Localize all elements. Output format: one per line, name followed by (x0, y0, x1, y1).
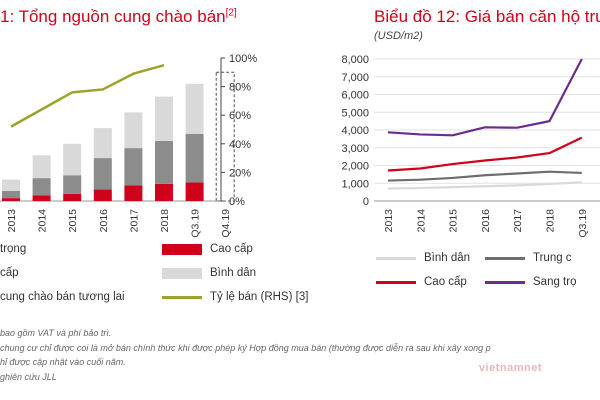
legend-ref: [3] (295, 291, 309, 303)
bar-segment-2015 (63, 193, 82, 201)
left-chart-title-text: 1: Tổng nguồn cung chào bán (0, 7, 226, 26)
y-tick-label: 4,000 (341, 125, 369, 137)
legend-swatch (162, 243, 202, 255)
legend-left-ty-le: Tỷ lệ bán (RHS) [3] (162, 291, 308, 303)
x-tick-label: 2016 (98, 209, 110, 233)
right-chart-unit: (USD/m2) (374, 30, 423, 42)
x-tick-label: 2016 (480, 209, 492, 233)
footnote-1: bao gồm VAT và phí bảo trì. (0, 328, 112, 338)
line-sang-trọng (387, 58, 583, 137)
left-chart-title: 1: Tổng nguồn cung chào bán[2] (0, 7, 237, 27)
legend-right-sang-trong: Sang trọ (485, 276, 576, 288)
legend-right-trung-cap: Trung c (485, 252, 572, 264)
x-tick-label: Q4.19 (220, 209, 232, 238)
bar-segment-2017 (124, 185, 143, 201)
bar-segment-2014 (32, 195, 51, 201)
legend-label: Bình dân (210, 267, 257, 279)
legend-right-cao-cap: Cao cấp (376, 276, 467, 288)
bar-segment-2016 (93, 128, 112, 159)
bar-segment-2013 (2, 198, 20, 201)
x-tick-label: 2017 (512, 209, 524, 233)
bar-future-supply-Q4.19 (215, 71, 235, 202)
legend-right-binh-dan: Bình dân (376, 252, 470, 264)
legend-label: Bình dân (424, 252, 471, 264)
legend-label: Cao cấp (424, 276, 467, 288)
bar-segment-2016 (93, 189, 112, 201)
x-tick-label: 2013 (383, 209, 395, 233)
watermark-logo: vietnamnet (478, 362, 542, 374)
line-sales-rate (10, 63, 165, 128)
x-tick-label: 2014 (415, 209, 427, 233)
line-trung-cấp (387, 170, 582, 182)
legend-label: Tỷ lệ bán (RHS) (210, 291, 293, 303)
left-chart-title-ref: [2] (225, 7, 237, 19)
bar-segment-Q3.19 (185, 133, 204, 183)
legend-swatch (376, 280, 416, 284)
legend-swatch (376, 256, 416, 260)
bar-segment-2018 (155, 96, 173, 141)
right-axis-tick-label: 60% (229, 110, 251, 122)
right-axis-tick-label: 40% (229, 139, 251, 151)
right-axis-tick-label: 100% (229, 53, 257, 65)
y-tick-label: 5,000 (341, 107, 369, 119)
footnote-2: chung cư chỉ được coi là mở bán chính th… (0, 342, 491, 353)
footnote-4: ghiên cứu JLL (0, 371, 57, 382)
x-tick-label: 2017 (128, 209, 140, 233)
bar-segment-2015 (63, 175, 82, 194)
y-tick-label: 3,000 (341, 143, 369, 155)
y-tick-label: 0 (363, 196, 369, 208)
bar-segment-2015 (63, 143, 82, 176)
bar-segment-Q3.19 (185, 182, 204, 201)
bar-segment-2013 (2, 179, 20, 191)
y-tick-label: 7,000 (341, 72, 369, 84)
x-tick-label: 2018 (545, 209, 557, 233)
y-tick-label: 1,000 (341, 178, 369, 190)
legend-left-trung-cap: trọng (0, 243, 26, 255)
bar-segment-2017 (124, 148, 143, 186)
legend-left-binh-dan-partial: cấp (0, 267, 19, 279)
legend-label: Cao cấp (210, 243, 253, 255)
bar-segment-2018 (155, 140, 173, 184)
x-tick-label: 2018 (159, 209, 171, 233)
footnotes: bao gồm VAT và phí bảo trì. chung cư chỉ… (0, 326, 491, 384)
legend-left-cao-cap: Cao cấp (162, 243, 253, 255)
y-tick-label: 8,000 (341, 54, 369, 66)
footnote-3: hỉ được cập nhật vào cuối năm. (0, 357, 126, 367)
x-tick-label: 2015 (448, 209, 460, 233)
y-tick-label: 2,000 (341, 161, 369, 173)
bar-segment-2018 (155, 183, 173, 201)
legend-label: Trung c (533, 252, 572, 264)
bar-segment-2016 (93, 158, 112, 190)
legend-swatch (162, 295, 202, 299)
legend-label: Sang trọ (533, 276, 577, 288)
bar-segment-2017 (124, 112, 143, 149)
legend-left-tuong-lai: cung chào bán tương lai (0, 291, 125, 303)
legend-swatch (162, 267, 202, 279)
y-tick-label: 6,000 (341, 90, 369, 102)
x-tick-label: 2014 (37, 209, 49, 233)
legend-label: cấp (0, 267, 19, 279)
right-chart-title: Biểu đồ 12: Giá bán căn hộ trun (374, 7, 600, 26)
right-axis-tick-label: 20% (229, 167, 251, 179)
bar-segment-2014 (32, 155, 51, 179)
x-tick-label: Q3.19 (577, 209, 589, 238)
right-axis-tick-label: 80% (229, 82, 251, 94)
legend-swatch (485, 280, 525, 284)
line-cao-cấp (387, 136, 583, 172)
right-axis-tick-label: 0% (229, 196, 245, 208)
bar-segment-Q3.19 (185, 83, 204, 134)
legend-label: cung chào bán tương lai (0, 291, 125, 303)
line-bình-dân (387, 181, 582, 190)
bar-segment-2014 (32, 178, 51, 196)
legend-left-binh-dan: Bình dân (162, 267, 256, 279)
legend-label: trọng (0, 243, 27, 255)
x-tick-label: 2015 (67, 209, 79, 233)
legend-swatch (485, 256, 525, 260)
x-tick-label: 2013 (6, 209, 18, 233)
x-tick-label: Q3.19 (190, 209, 202, 238)
bar-segment-2013 (2, 190, 20, 199)
left-chart-supply: 0% 20% 40% 60% 80% 100% 2013 2014 2015 2016 2017 20… (0, 53, 257, 238)
